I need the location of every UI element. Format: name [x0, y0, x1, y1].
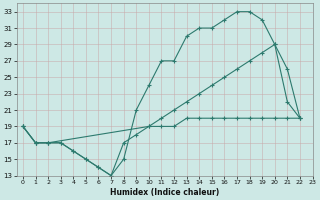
X-axis label: Humidex (Indice chaleur): Humidex (Indice chaleur)	[110, 188, 219, 197]
